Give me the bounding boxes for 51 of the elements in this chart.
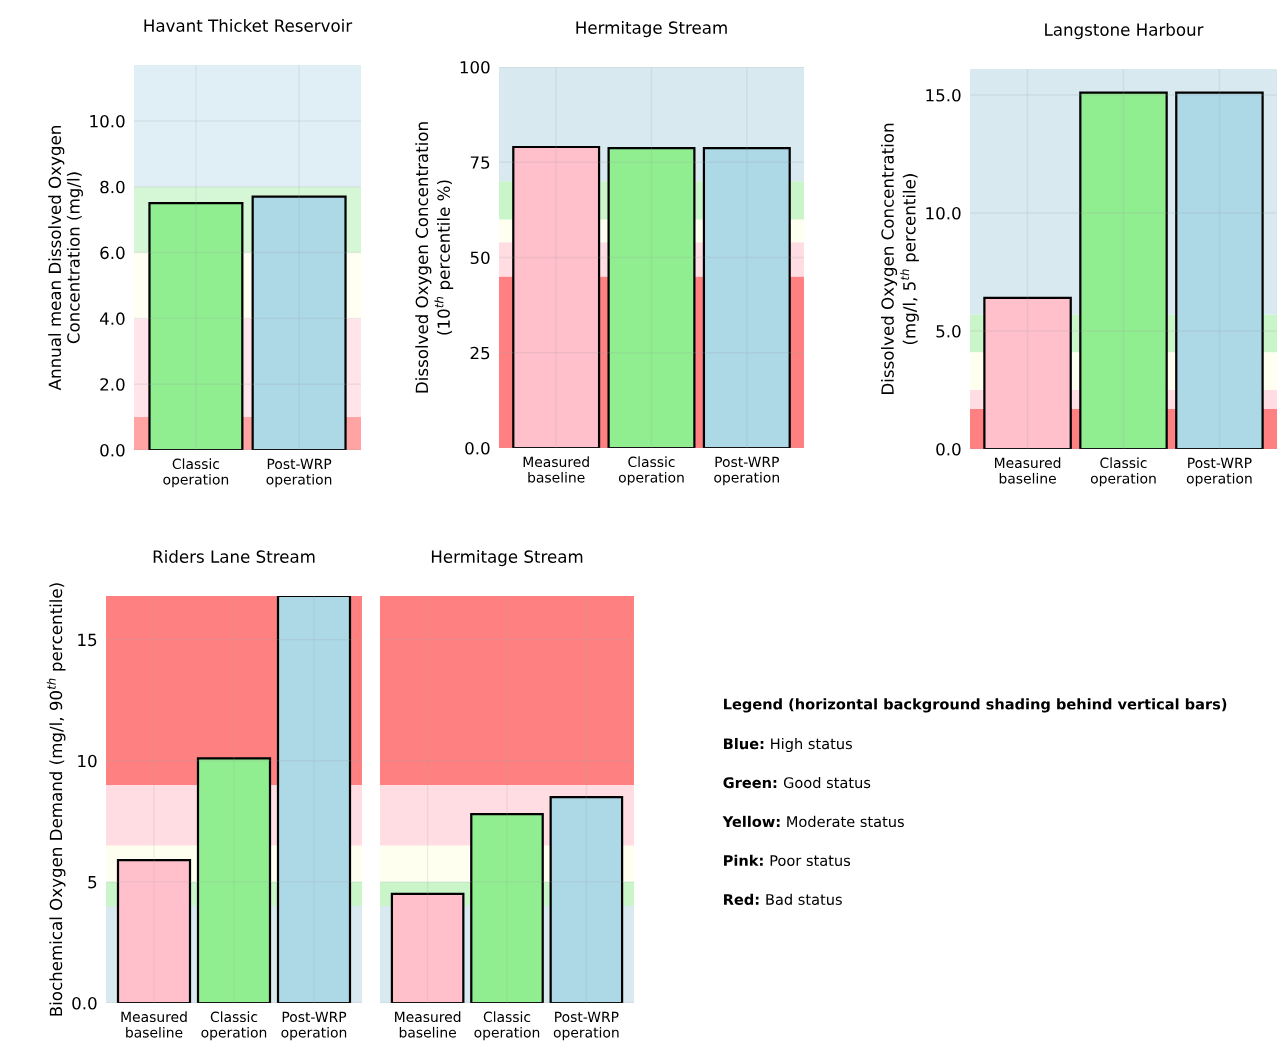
y-axis-title: Biochemical Oxygen Demand (mg/l, 90$^{th}$ percentile) (46, 583, 66, 1016)
x-tick-label: Measured baseline (395, 1011, 461, 1038)
bar (276, 596, 352, 1003)
bar (116, 858, 192, 1003)
x-tick-label: Classic operation (163, 458, 229, 488)
x-tick-label: Classic operation (1090, 457, 1156, 487)
x-tick-label: Post-WRP operation (281, 1011, 347, 1041)
x-tick-label: Classic operation (474, 1011, 540, 1041)
y-tick-label: 0.0 (100, 443, 125, 457)
y-tick-label: 4.0 (99, 312, 125, 325)
y-tick-label: 50 (470, 251, 490, 265)
y-tick-label: 6.0 (100, 246, 125, 260)
y-axis-title: Dissolved Oxygen Concentration (mg/l, 5$^{th}$ percentile) (880, 123, 919, 394)
text: Legend (horizontal background shading behind vertical bars) (724, 698, 1227, 713)
chart-title: Havant Thicket Reservoir (144, 19, 353, 32)
y-tick-label: 10.0 (90, 114, 125, 128)
chart-title: Riders Lane Stream (153, 550, 315, 563)
text: Blue: High status (724, 737, 852, 753)
y-tick-label: 0.0 (72, 996, 97, 1010)
y-tick-label: 100 (460, 60, 490, 74)
y-tick-label: 0.0 (465, 441, 490, 455)
y-tick-label: 75 (470, 156, 490, 169)
y-tick-label: 2.0 (100, 378, 125, 391)
y-tick-label: 5 (88, 876, 97, 889)
y-tick-label: 0.0 (936, 442, 961, 456)
y-tick-label: 5.0 (936, 324, 961, 338)
y-tick-label: 10.0 (926, 206, 961, 220)
x-tick-label: Classic operation (618, 456, 684, 486)
text: Red: Bad status (724, 893, 842, 905)
x-tick-label: Post-WRP operation (553, 1011, 619, 1041)
x-tick-label: Post-WRP operation (714, 456, 779, 486)
x-tick-label: Post-WRP operation (266, 458, 332, 488)
x-tick-label: Classic operation (201, 1011, 267, 1041)
y-tick-label: 25 (470, 346, 490, 360)
text: Yellow: Moderate status (722, 815, 904, 828)
y-tick-label: 15.0 (926, 88, 961, 102)
x-tick-label: Post-WRP operation (1186, 457, 1252, 487)
y-axis-title: Dissolved Oxygen Concentration (10$^{th}$ percentile %) (415, 122, 454, 393)
bar (196, 757, 272, 1003)
x-tick-label: Measured baseline (995, 457, 1061, 484)
text: Pink: Poor status (724, 854, 851, 867)
chart-title: Hermitage Stream (576, 21, 727, 38)
x-tick-label: Measured baseline (523, 456, 589, 483)
y-tick-label: 8.0 (100, 180, 125, 194)
x-tick-label: Measured baseline (121, 1011, 187, 1038)
chart-title: Hermitage Stream (431, 550, 583, 567)
chart-title: Langstone Harbour (1045, 23, 1204, 40)
y-tick-label: 10 (78, 754, 97, 768)
text: Green: Good status (723, 776, 871, 789)
y-tick-label: 15 (78, 633, 97, 647)
y-axis-title: Annual mean Dissolved Oxygen Concentration (mg/l) (48, 126, 83, 391)
